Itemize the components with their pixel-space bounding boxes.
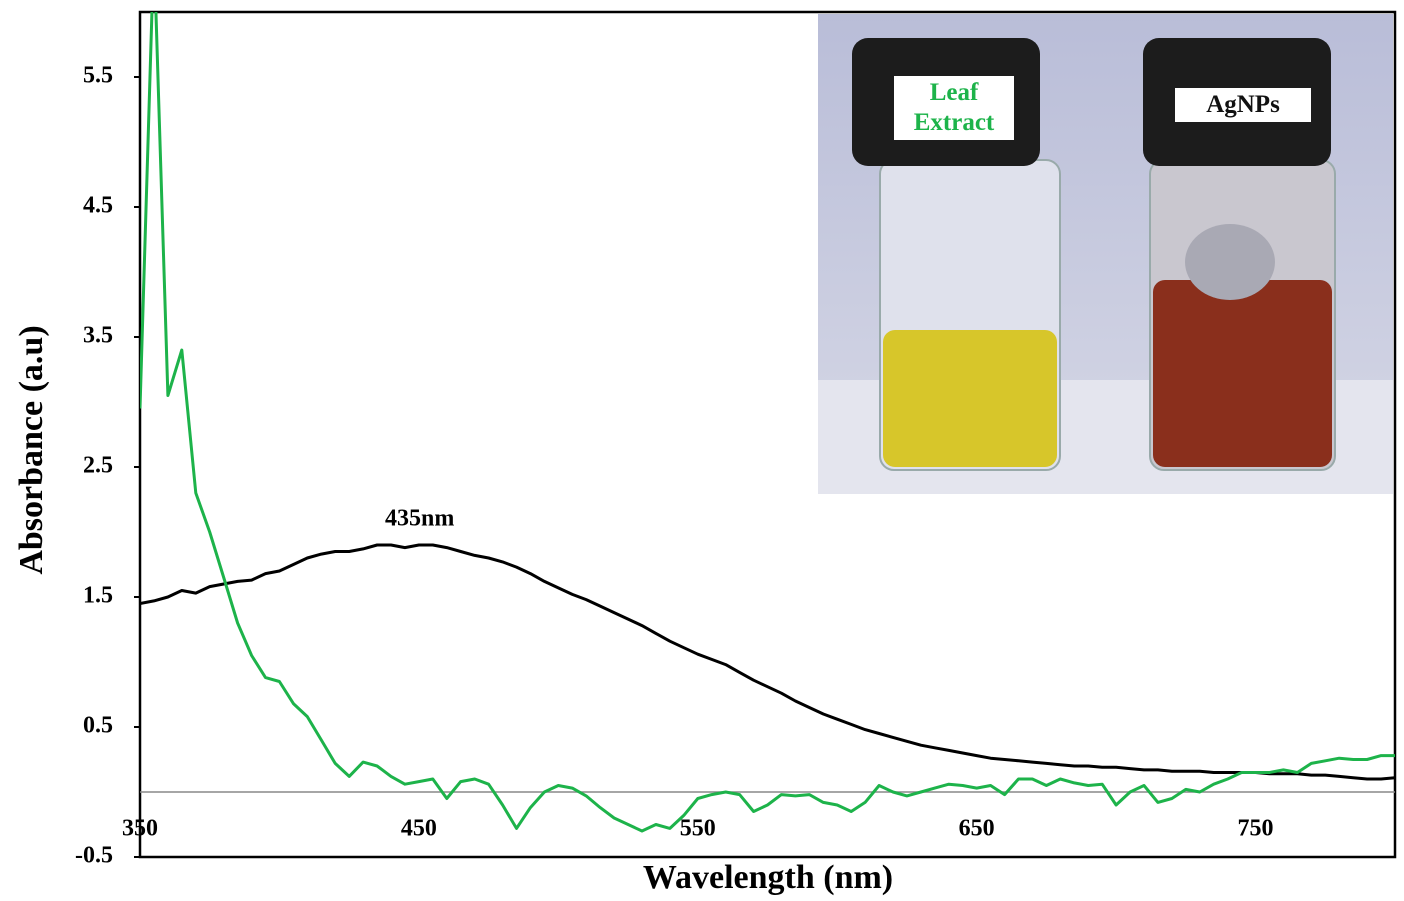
y-tick-label: 0.5 [83,713,113,739]
y-tick-label: 5.5 [83,63,113,89]
y-tick-label: 4.5 [83,193,113,219]
vial-label: Leaf Extract [894,76,1014,140]
chart: 435nm Wavelength (nm) Absorbance (a.u) -… [0,0,1404,901]
y-tick-label: 2.5 [83,453,113,479]
y-tick-label: 1.5 [83,583,113,609]
x-tick-label: 750 [1238,816,1274,842]
x-tick-label: 350 [122,816,158,842]
vial-liquid [883,330,1057,467]
page: 435nm Wavelength (nm) Absorbance (a.u) -… [0,0,1404,901]
y-tick-label: 3.5 [83,323,113,349]
x-tick-label: 650 [959,816,995,842]
x-axis-title: Wavelength (nm) [643,859,893,896]
y-axis-title: Absorbance (a.u) [13,325,50,574]
vial-liquid [1153,280,1332,467]
peak-annotation: 435nm [385,506,454,532]
x-tick-label: 450 [401,816,437,842]
y-tick-label: -0.5 [75,843,113,869]
x-tick-label: 550 [680,816,716,842]
series-line [140,545,1395,779]
vial-label: AgNPs [1175,88,1311,122]
vial-meniscus [1185,224,1275,300]
